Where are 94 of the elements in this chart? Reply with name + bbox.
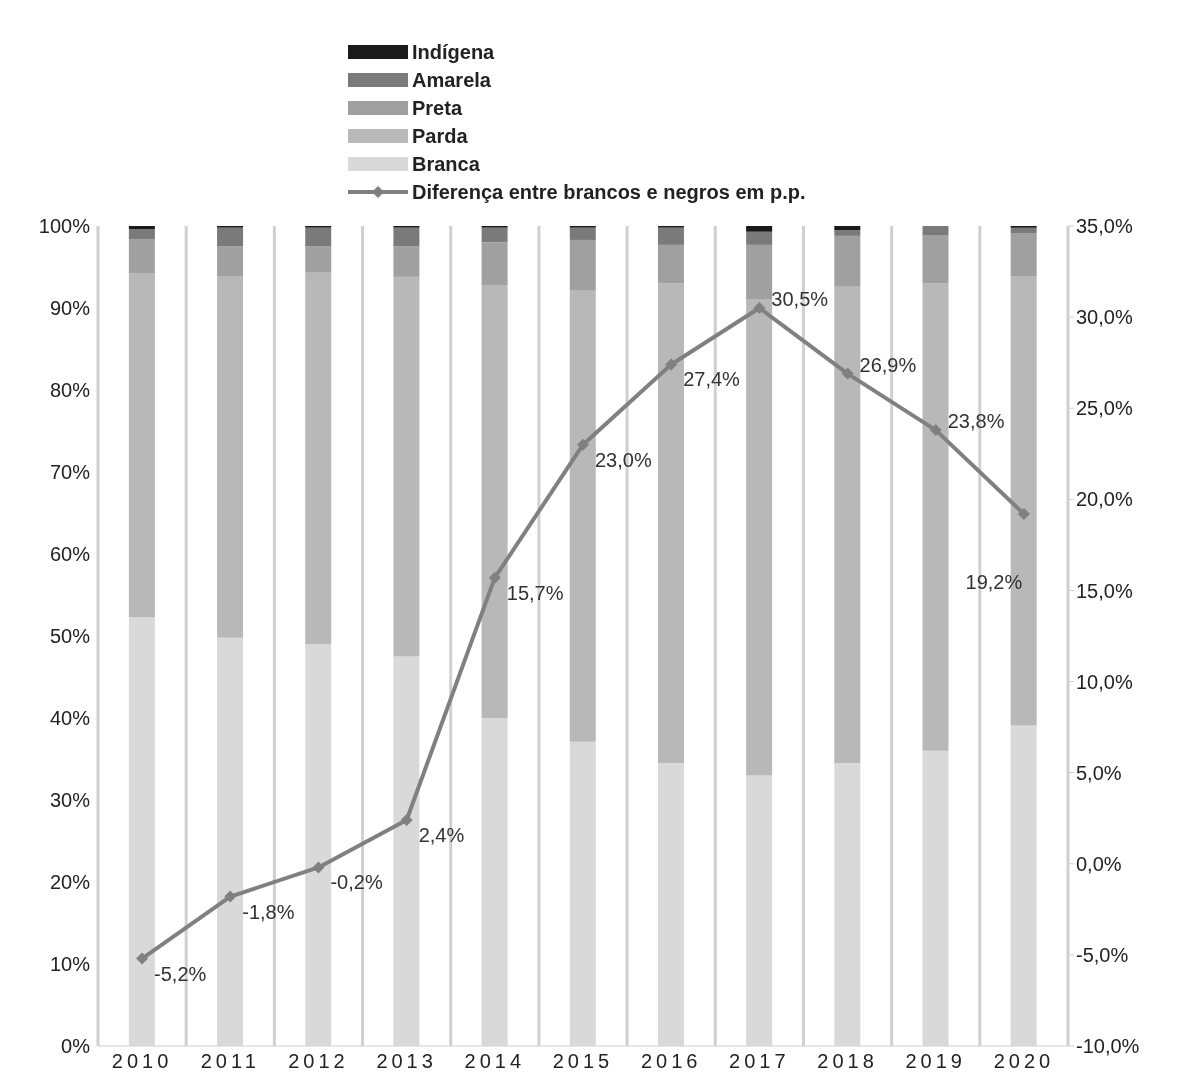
y-tick-label: 60%: [49, 543, 91, 566]
bar: [305, 246, 332, 273]
point: [753, 302, 766, 314]
y2-tick-label: 20,0%: [1076, 488, 1133, 511]
y2-tick-label: 30,0%: [1076, 306, 1133, 329]
x-tick-label: 2016: [640, 1050, 702, 1073]
y2-tick-label: -10,0%: [1076, 1035, 1140, 1058]
y2-tick-label: 35,0%: [1076, 215, 1133, 238]
data-label: 19,2%: [965, 570, 1023, 593]
y2-tick-label: -5,0%: [1076, 943, 1129, 966]
bar: [569, 227, 596, 240]
x-tick-label: 2010: [111, 1050, 173, 1073]
bar: [569, 239, 596, 291]
x-tick-label: 2020: [993, 1050, 1055, 1073]
data-label: -0,2%: [330, 871, 383, 894]
bar: [217, 227, 244, 247]
bar: [834, 230, 861, 236]
legend-label: Branca: [412, 152, 480, 176]
data-label: -1,8%: [242, 900, 295, 923]
point: [665, 358, 678, 371]
y-tick-label: 0%: [61, 1035, 91, 1058]
bar: [657, 283, 684, 764]
bar: [746, 226, 773, 232]
bar: [746, 231, 773, 245]
bar: [128, 229, 155, 240]
y2-tick-label: 15,0%: [1076, 579, 1133, 602]
bar: [657, 244, 684, 284]
bar: [746, 298, 773, 776]
legend-label: Preta: [412, 96, 463, 120]
point: [1017, 507, 1030, 520]
x-tick-label: 2018: [817, 1050, 878, 1073]
y-tick-label: 90%: [49, 297, 91, 320]
bar: [128, 273, 155, 618]
y-tick-label: 20%: [49, 871, 91, 894]
data-label: 23,0%: [595, 448, 652, 471]
bar: [922, 283, 949, 751]
point: [136, 952, 149, 965]
x-tick-label: 2012: [288, 1050, 349, 1073]
bar: [128, 226, 155, 230]
x-tick-label: 2019: [905, 1050, 966, 1073]
bar: [746, 244, 773, 299]
point: [400, 814, 413, 827]
data-label: 27,4%: [683, 368, 741, 391]
bar: [922, 226, 949, 236]
y-tick-label: 40%: [49, 707, 91, 730]
data-label: -5,2%: [154, 962, 207, 985]
x-tick-label: 2017: [729, 1050, 790, 1073]
point: [929, 424, 942, 437]
data-label: 30,5%: [771, 288, 829, 310]
legend-label: Indígena: [412, 40, 495, 64]
bar: [128, 239, 155, 274]
y-tick-label: 50%: [49, 625, 91, 648]
bar: [217, 246, 244, 277]
y2-tick-label: 25,0%: [1076, 397, 1133, 420]
bar: [481, 227, 508, 243]
y-tick-label: 80%: [49, 379, 91, 402]
x-tick-label: 2014: [464, 1050, 526, 1073]
data-label: 23,8%: [947, 410, 1005, 433]
data-label: 15,7%: [506, 581, 564, 604]
data-label: 26,9%: [859, 353, 917, 376]
point: [577, 438, 589, 451]
y-tick-label: 70%: [49, 461, 91, 484]
bar: [922, 235, 949, 284]
legend-label: Diferença entre brancos e negros em p.p.: [412, 180, 806, 204]
point: [312, 861, 325, 874]
y2-tick-label: 10,0%: [1076, 670, 1133, 693]
y2-tick-label: 5,0%: [1076, 761, 1122, 784]
bar: [305, 227, 332, 247]
bar: [393, 276, 420, 657]
legend-label: Amarela: [412, 68, 491, 92]
bar: [657, 227, 684, 245]
x-tick-label: 2011: [200, 1050, 260, 1073]
y2-tick-label: 0,0%: [1076, 852, 1122, 875]
y-tick-label: 100%: [38, 215, 91, 238]
data-label: 2,4%: [418, 824, 465, 847]
bar: [393, 246, 420, 277]
bar: [569, 290, 596, 742]
bar: [834, 286, 861, 764]
bar: [305, 272, 332, 645]
x-tick-label: 2013: [376, 1050, 437, 1073]
point: [488, 571, 501, 584]
y-tick-label: 10%: [49, 953, 91, 976]
x-tick-label: 2015: [552, 1050, 614, 1073]
bar: [481, 285, 508, 718]
bar: [393, 227, 420, 247]
point: [841, 367, 854, 380]
point: [224, 890, 237, 903]
y-tick-label: 30%: [49, 789, 91, 812]
bar: [1010, 233, 1037, 277]
bar: [834, 235, 861, 287]
bar: [217, 276, 244, 638]
bar: [834, 226, 861, 231]
legend-label: Parda: [412, 124, 468, 148]
bar: [481, 242, 508, 286]
